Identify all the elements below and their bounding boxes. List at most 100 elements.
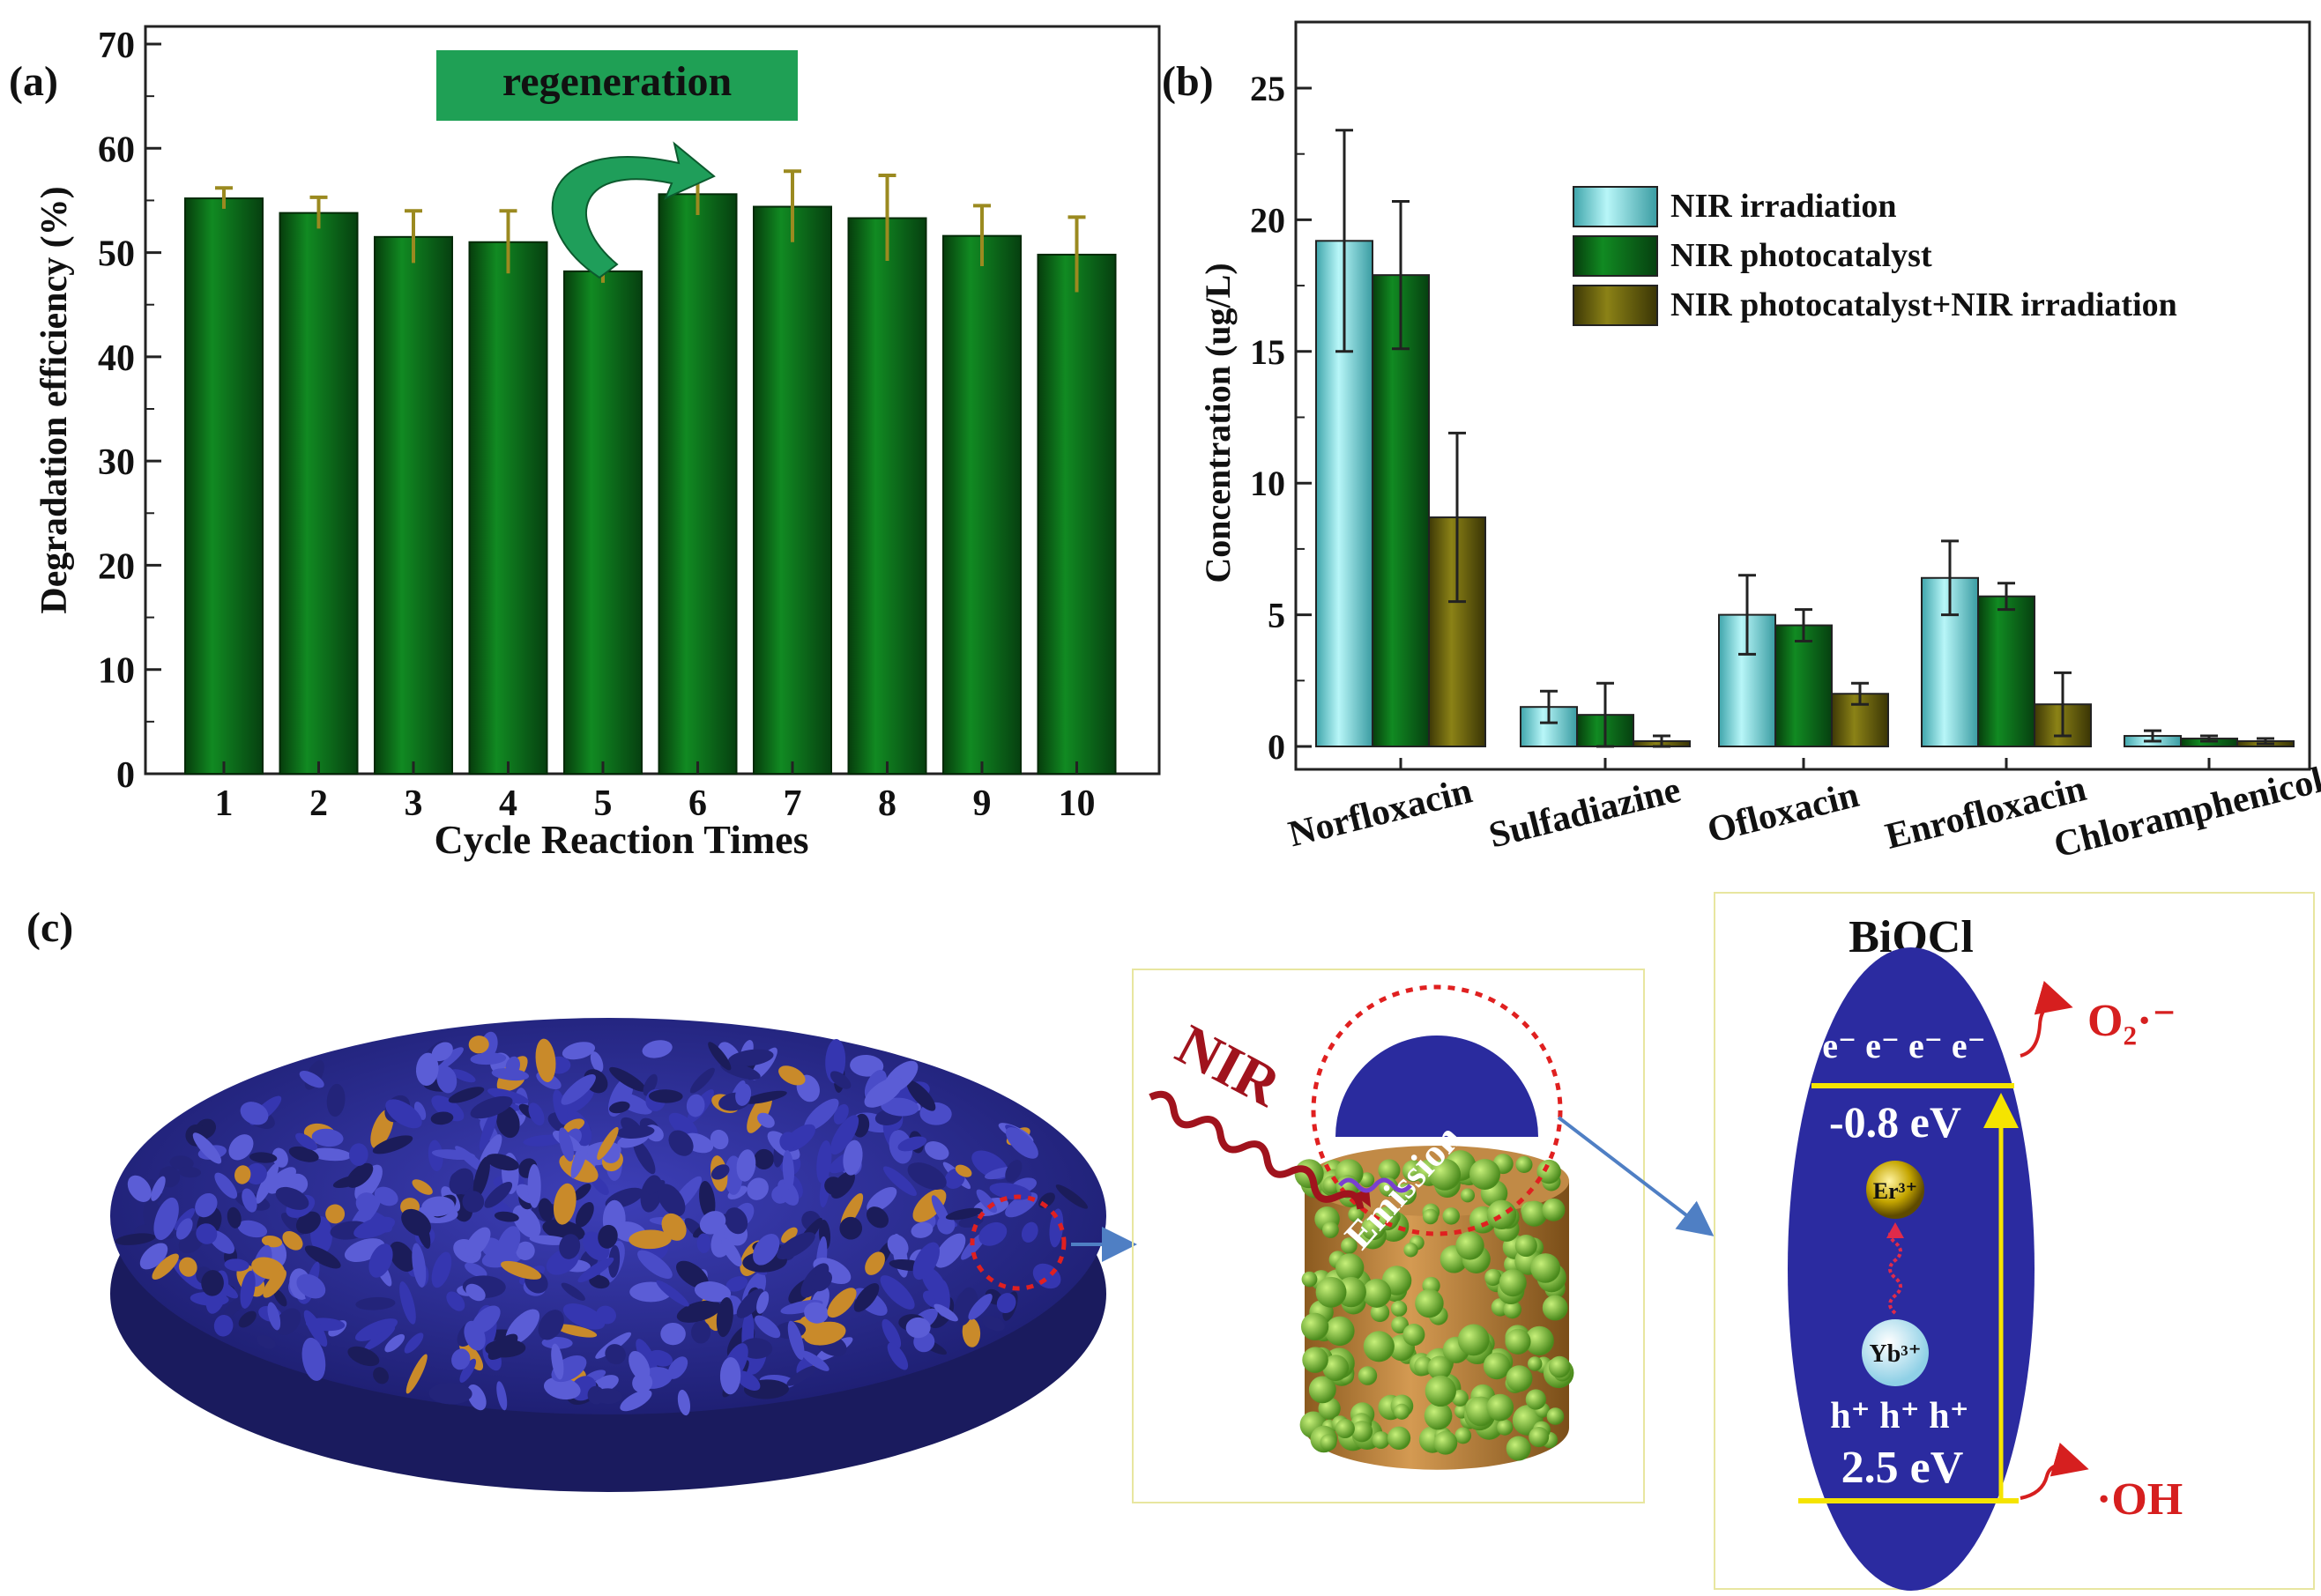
nanoparticle xyxy=(1536,1159,1561,1184)
flake xyxy=(882,1318,902,1349)
flake xyxy=(535,1038,556,1082)
flake xyxy=(754,1148,774,1170)
flake xyxy=(486,1154,519,1171)
flake xyxy=(605,1344,626,1365)
nanoparticle xyxy=(1484,1268,1502,1287)
flake xyxy=(825,1039,846,1084)
chart-b-legend: NIR irradiation NIR photocatalyst NIR ph… xyxy=(1573,186,2177,326)
chart-a-frame xyxy=(144,25,1161,776)
energy-transfer-arrowhead-icon xyxy=(1886,1222,1904,1238)
flake xyxy=(267,1302,281,1331)
flake xyxy=(747,1092,773,1133)
flake xyxy=(945,1207,983,1221)
x-tick-label: Chloramphenicol xyxy=(2050,760,2321,865)
nanorod-inset: NIR Emission xyxy=(1132,969,1645,1503)
nanoparticle xyxy=(1390,1300,1408,1318)
nanoparticle xyxy=(1358,1366,1378,1385)
flake xyxy=(527,1163,541,1208)
nanoparticle xyxy=(1359,1172,1375,1188)
nanoparticle xyxy=(1372,1431,1390,1449)
flake xyxy=(227,1206,242,1229)
nanoparticle xyxy=(1375,1206,1400,1231)
flake xyxy=(484,1182,513,1208)
flake xyxy=(494,1211,519,1222)
flake xyxy=(472,1156,490,1199)
y-tick-label: 20 xyxy=(1250,200,1285,240)
x-tick-label: 10 xyxy=(1059,783,1096,824)
flake xyxy=(696,1233,711,1253)
flake xyxy=(465,1283,486,1302)
legend-swatch-nir-photocatalyst xyxy=(1573,235,1658,277)
flake xyxy=(725,1276,748,1292)
flake xyxy=(882,1166,917,1197)
flake xyxy=(562,1042,596,1060)
flake xyxy=(887,1342,909,1370)
chart-b-y-axis: 0 5 10 15 20 25 xyxy=(1250,69,1312,767)
flake xyxy=(449,1168,474,1195)
flake xyxy=(272,1147,288,1168)
flake xyxy=(905,1317,931,1339)
flake xyxy=(465,1262,487,1278)
flake xyxy=(777,1179,800,1206)
er-ion-label: Er³⁺ xyxy=(1873,1178,1917,1204)
flake xyxy=(261,1236,283,1248)
nanoparticle xyxy=(1524,1325,1554,1355)
flake xyxy=(470,1095,513,1119)
flake xyxy=(591,1176,609,1196)
flake xyxy=(719,1356,741,1395)
flake xyxy=(699,1211,726,1235)
chart-a-y-axis: 0 10 20 30 40 50 60 70 xyxy=(98,26,161,796)
flake xyxy=(512,1205,541,1238)
flake xyxy=(710,1129,729,1150)
nanoparticle xyxy=(1300,1312,1329,1341)
regeneration-banner xyxy=(436,50,798,121)
flake xyxy=(153,1197,179,1241)
legend-swatch-nir-irradiation xyxy=(1573,186,1658,227)
flake xyxy=(811,1270,832,1292)
chart-b: (b) 0 5 10 15 20 25 Norfloxacin Sulfadiazine Of… xyxy=(1162,20,2321,866)
flake xyxy=(462,1191,485,1213)
flake xyxy=(275,1186,309,1210)
hydroxyl-label: ·OH xyxy=(2096,1474,2183,1525)
flake xyxy=(301,1337,326,1381)
superoxide-arrow xyxy=(2020,980,2073,1058)
y-tick-label: 60 xyxy=(98,130,135,170)
flake xyxy=(708,1042,732,1071)
nanoparticle xyxy=(1497,1419,1514,1436)
flake xyxy=(558,1127,574,1162)
flake xyxy=(736,1149,756,1182)
flake xyxy=(275,1308,301,1335)
nanoparticle xyxy=(1325,1316,1355,1347)
flake xyxy=(354,1164,383,1201)
flake xyxy=(629,1229,672,1250)
zoom-circle-rod xyxy=(1311,984,1563,1236)
emission-wave-icon xyxy=(1338,1177,1412,1193)
flake xyxy=(450,1069,476,1083)
flake xyxy=(691,1320,711,1344)
bar xyxy=(468,241,548,775)
flake xyxy=(428,1382,472,1405)
flake xyxy=(529,1235,569,1245)
flake xyxy=(787,1320,805,1361)
flake xyxy=(295,1211,321,1235)
flake xyxy=(660,1322,686,1346)
flake xyxy=(906,1080,936,1111)
flake xyxy=(864,1077,904,1108)
flake xyxy=(590,1051,604,1073)
flake xyxy=(850,1054,884,1077)
flake xyxy=(597,1126,619,1161)
flake xyxy=(881,1097,919,1117)
flake xyxy=(735,1370,761,1392)
flake xyxy=(777,1232,815,1260)
flake xyxy=(355,1296,396,1310)
flake xyxy=(1049,1208,1064,1248)
nanoparticle xyxy=(1546,1407,1565,1425)
flake xyxy=(675,1260,709,1288)
flake xyxy=(614,1092,652,1115)
flake xyxy=(629,1350,651,1381)
nanoparticle xyxy=(1542,1198,1566,1221)
flake xyxy=(134,1224,154,1236)
flake xyxy=(436,1065,458,1094)
energy-transfer-wave-icon xyxy=(1888,1228,1902,1315)
flake xyxy=(282,1230,303,1251)
